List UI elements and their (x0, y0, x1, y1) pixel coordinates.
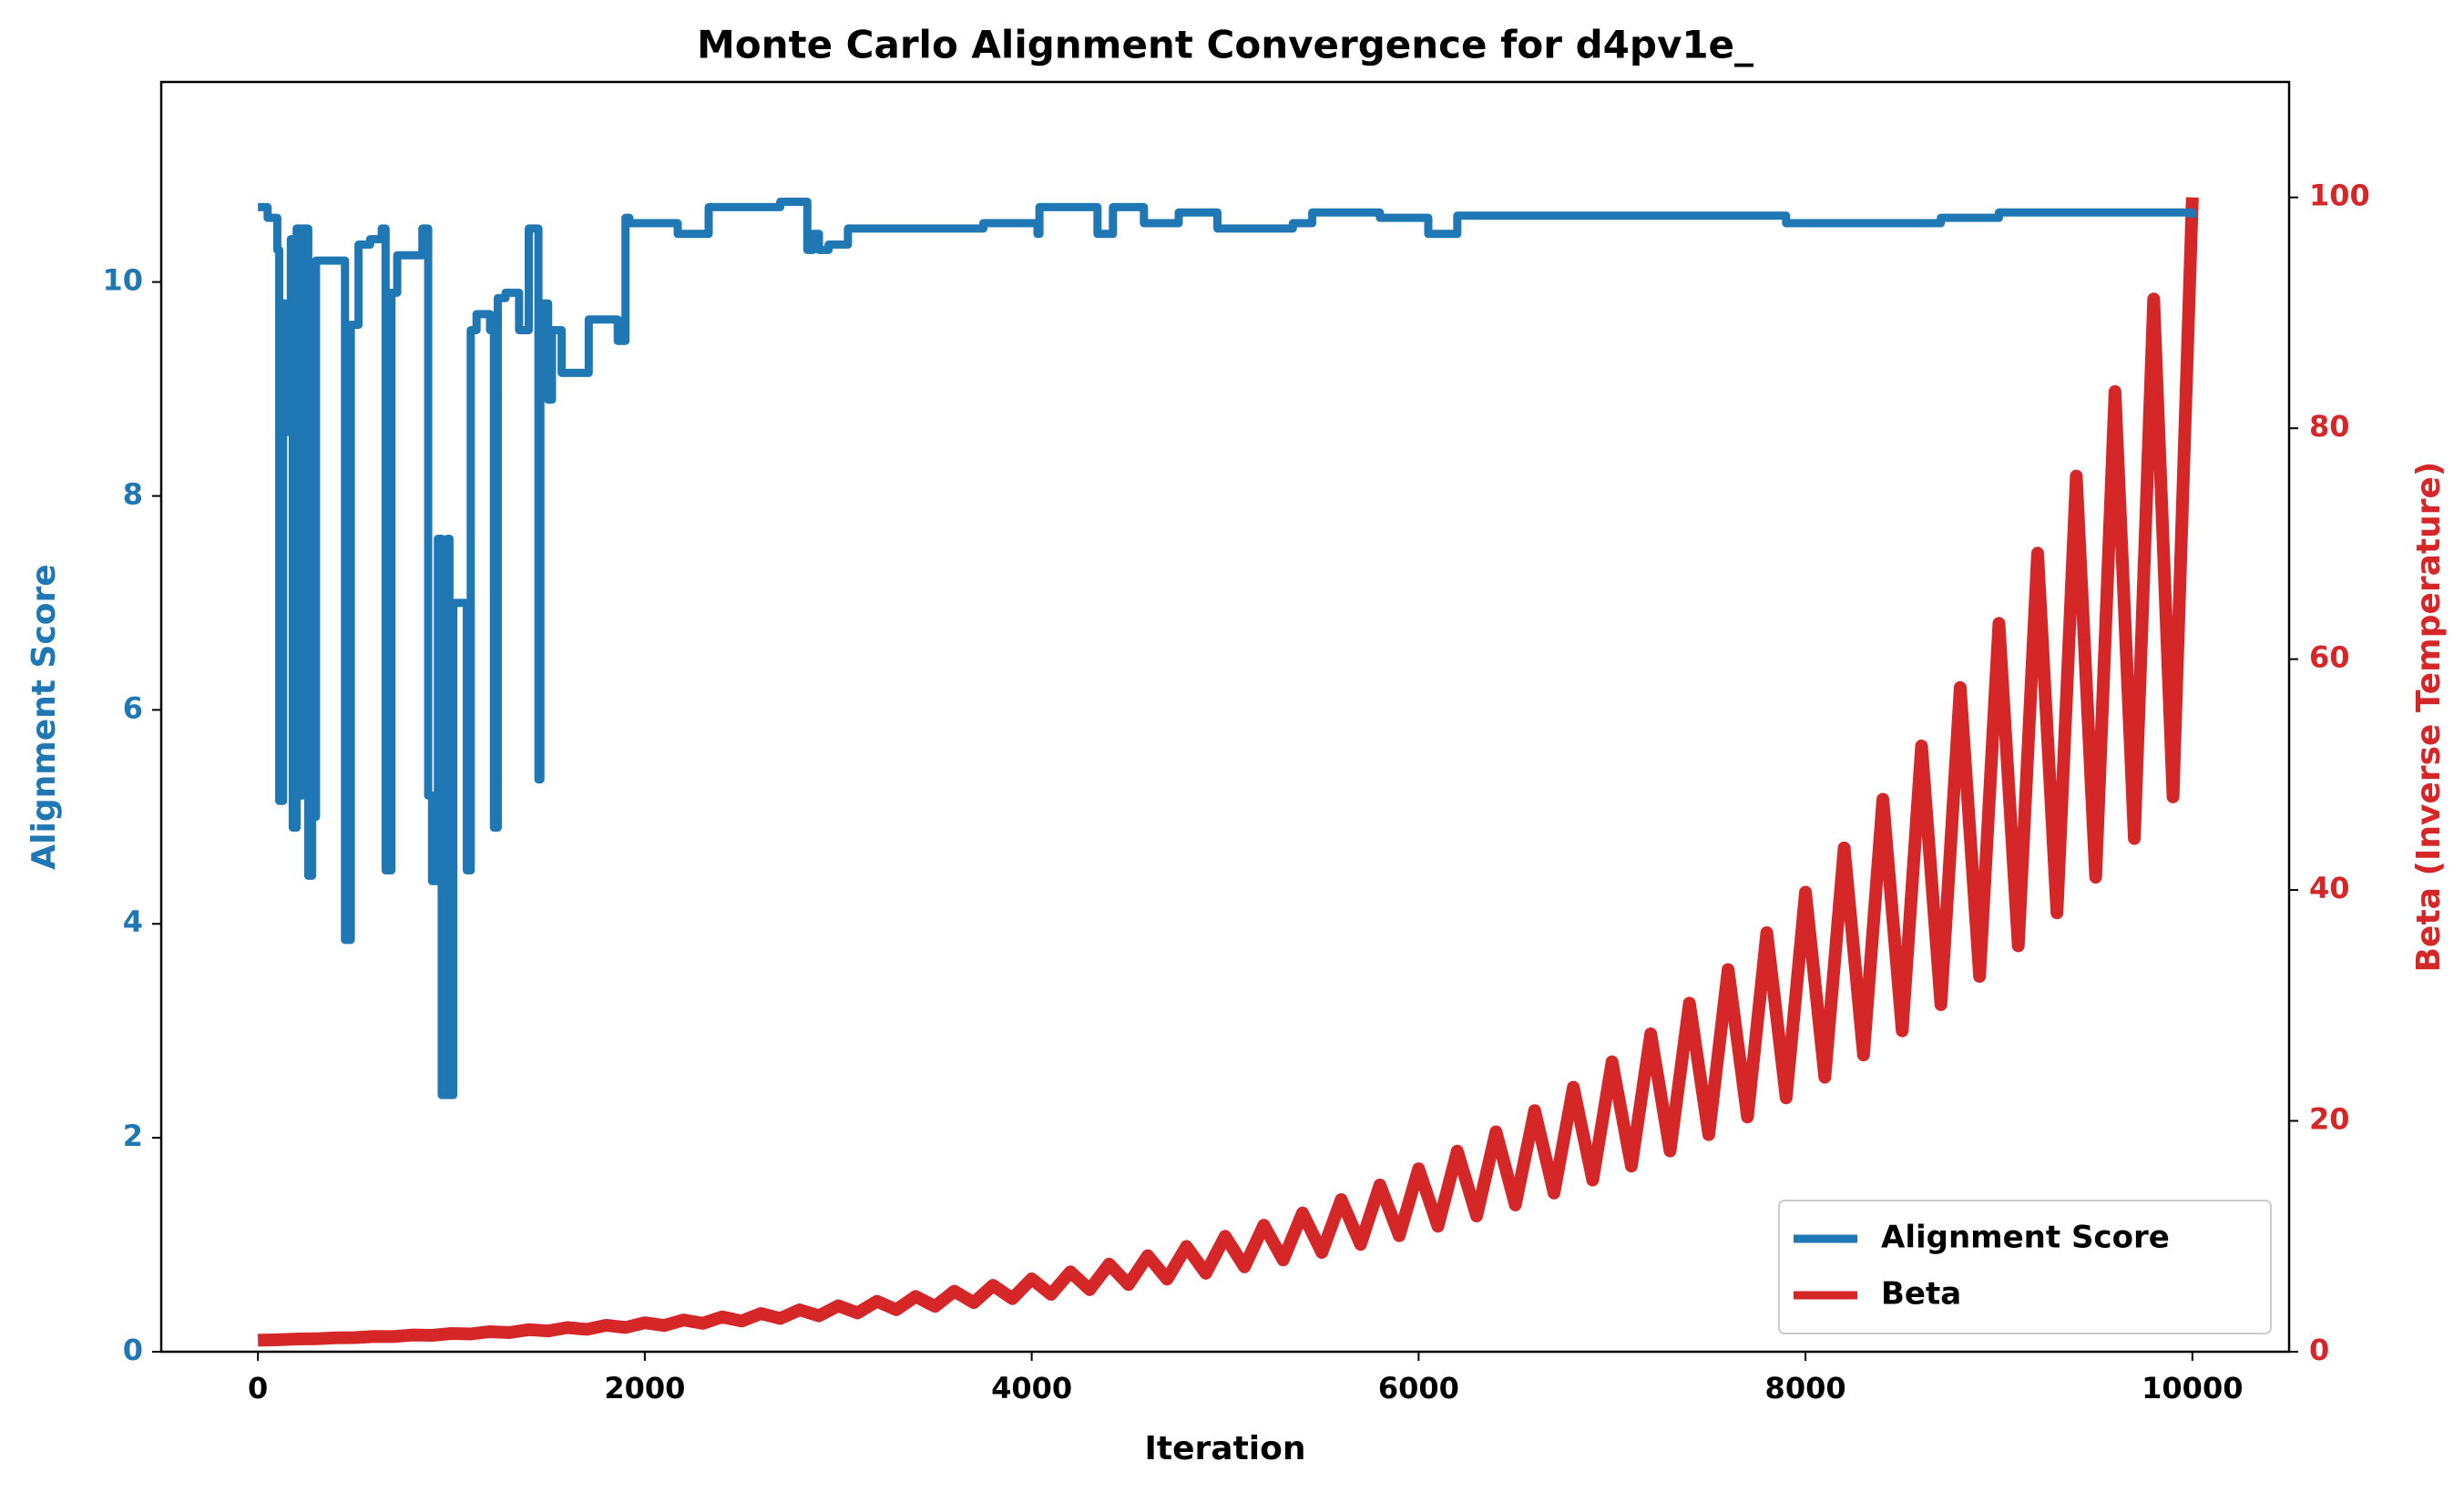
y-tick-label: 4 (123, 904, 143, 939)
x-tick-label: 0 (248, 1371, 268, 1405)
y-tick-label: 0 (123, 1333, 143, 1367)
y2-axis-label: Beta (Inverse Temperature) (2410, 462, 2448, 973)
data-line (258, 197, 2199, 1347)
data-line (258, 198, 2197, 1099)
x-tick-label: 6000 (1378, 1371, 1459, 1405)
y2-tick-label: 40 (2309, 871, 2350, 905)
y2-tick-label: 20 (2309, 1102, 2350, 1137)
x-tick-label: 10000 (2142, 1371, 2243, 1405)
y-tick-label: 10 (102, 263, 143, 298)
y-axis-label: Alignment Score (26, 564, 63, 869)
chart-title: Monte Carlo Alignment Convergence for d4… (697, 23, 1753, 67)
plot-frame (159, 80, 2291, 1354)
y-tick-label: 2 (123, 1119, 143, 1153)
y2-tick-label: 0 (2309, 1333, 2329, 1367)
legend-label: Alignment Score (1881, 1220, 2170, 1256)
y2-tick-label: 100 (2309, 179, 2370, 213)
y2-tick-label: 60 (2309, 640, 2350, 675)
legend-box (1778, 1200, 2272, 1334)
y2-tick-label: 80 (2309, 409, 2350, 444)
y-tick-label: 8 (123, 476, 143, 511)
legend-label: Beta (1881, 1276, 1961, 1313)
x-tick-label: 2000 (604, 1371, 685, 1405)
y-tick-label: 6 (123, 690, 143, 725)
x-tick-label: 4000 (991, 1371, 1072, 1405)
x-tick-label: 8000 (1765, 1371, 1846, 1405)
x-axis-label: Iteration (1145, 1430, 1306, 1467)
